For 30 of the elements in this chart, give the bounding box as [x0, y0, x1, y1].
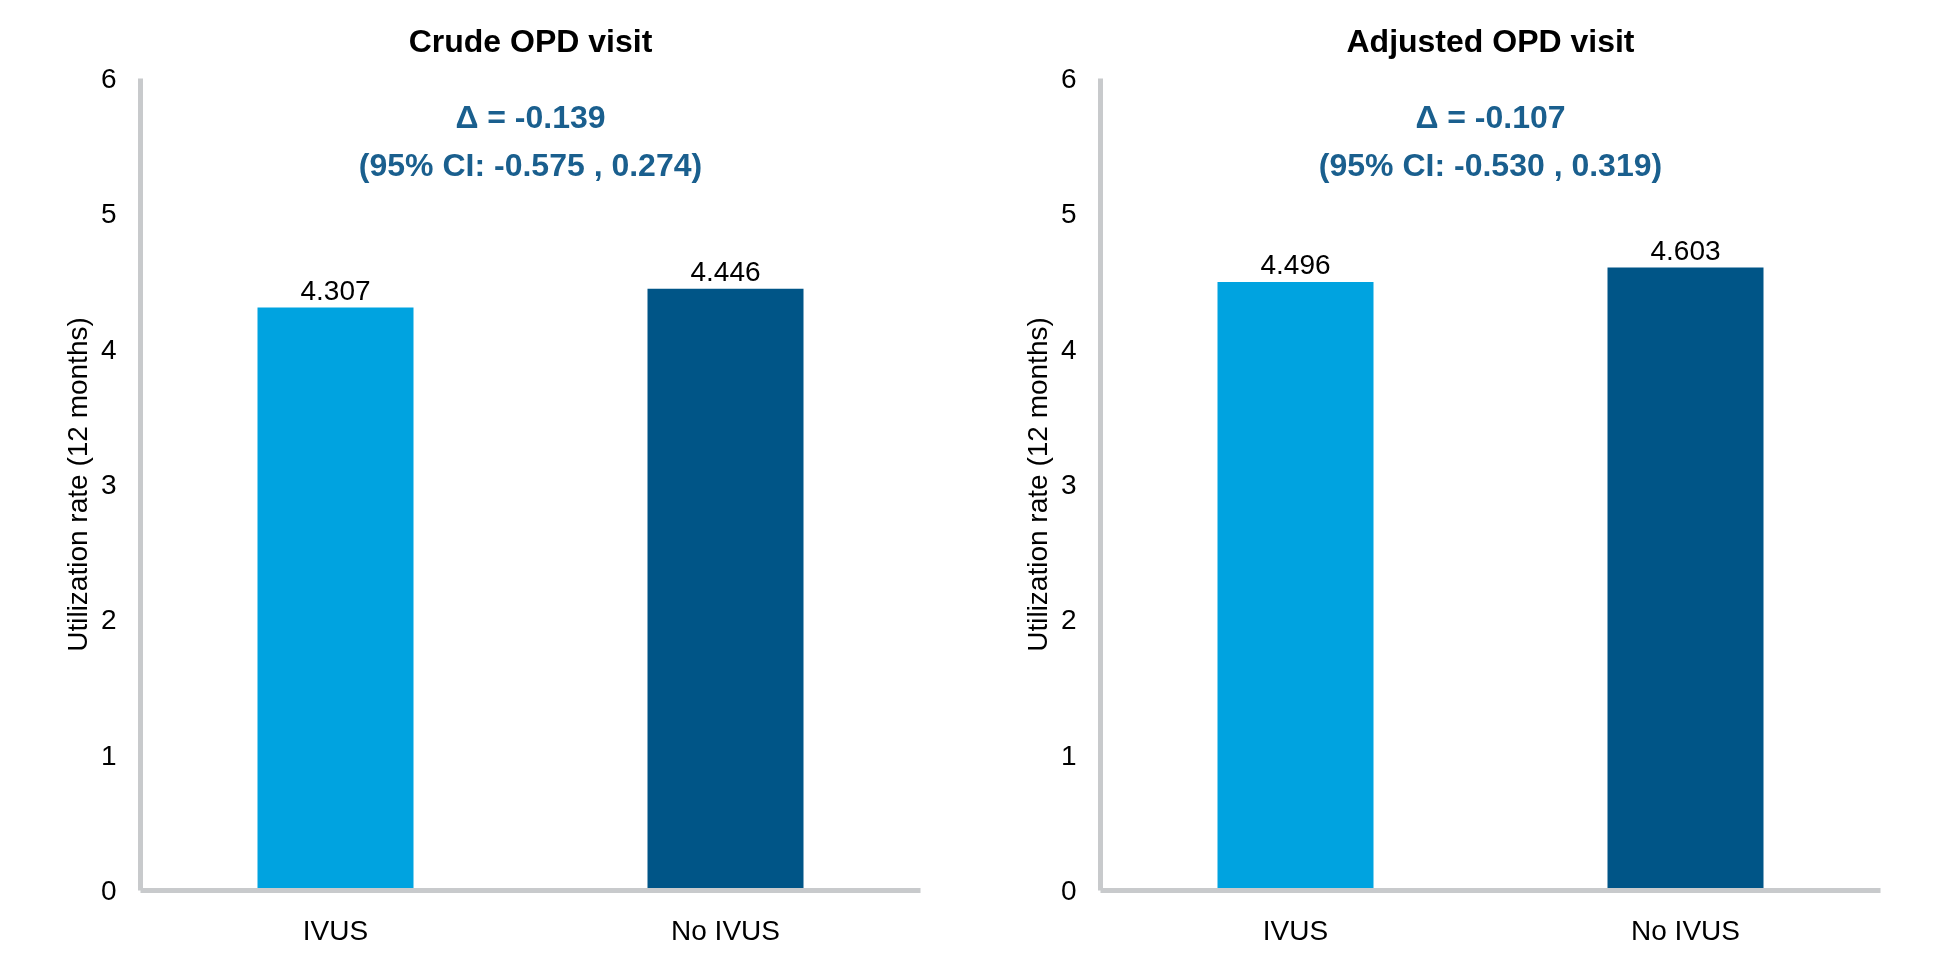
annotation: Δ = -0.107 — [1415, 98, 1566, 135]
chart-title: Adjusted OPD visit — [1346, 22, 1635, 59]
x-tick-label: IVUS — [1262, 914, 1329, 946]
annotation: (95% CI: -0.530 , 0.319) — [1318, 146, 1663, 183]
y-tick-label: 4 — [100, 333, 117, 365]
y-tick-label: 5 — [100, 198, 117, 230]
y-tick-label: 6 — [100, 63, 117, 94]
y-axis-title: Utilization rate (12 months) — [1021, 317, 1053, 652]
y-tick-label: 3 — [1060, 469, 1077, 500]
data-label: 4.446 — [690, 255, 761, 287]
y-tick-label: 1 — [1060, 739, 1077, 771]
y-tick-label: 6 — [1060, 63, 1077, 94]
y-tick-label: 5 — [1060, 198, 1077, 230]
y-tick-label: 4 — [1060, 333, 1077, 365]
y-tick-label: 1 — [100, 739, 117, 771]
y-tick-label: 3 — [100, 469, 117, 500]
x-tick-label: No IVUS — [671, 914, 780, 946]
x-tick-label: No IVUS — [1631, 914, 1740, 946]
y-tick-label: 0 — [100, 875, 117, 906]
y-tick-label: 0 — [1060, 875, 1077, 906]
chart-title: Crude OPD visit — [408, 22, 653, 59]
annotation: (95% CI: -0.575 , 0.274) — [358, 146, 703, 183]
x-tick-label: IVUS — [302, 914, 369, 946]
data-label: 4.496 — [1260, 249, 1331, 281]
y-tick-label: 2 — [100, 604, 117, 636]
y-axis-title: Utilization rate (12 months) — [61, 317, 93, 652]
annotation: Δ = -0.139 — [455, 98, 606, 135]
data-label: 4.307 — [300, 274, 371, 306]
y-tick-label: 2 — [1060, 604, 1077, 636]
data-label: 4.603 — [1650, 234, 1721, 266]
